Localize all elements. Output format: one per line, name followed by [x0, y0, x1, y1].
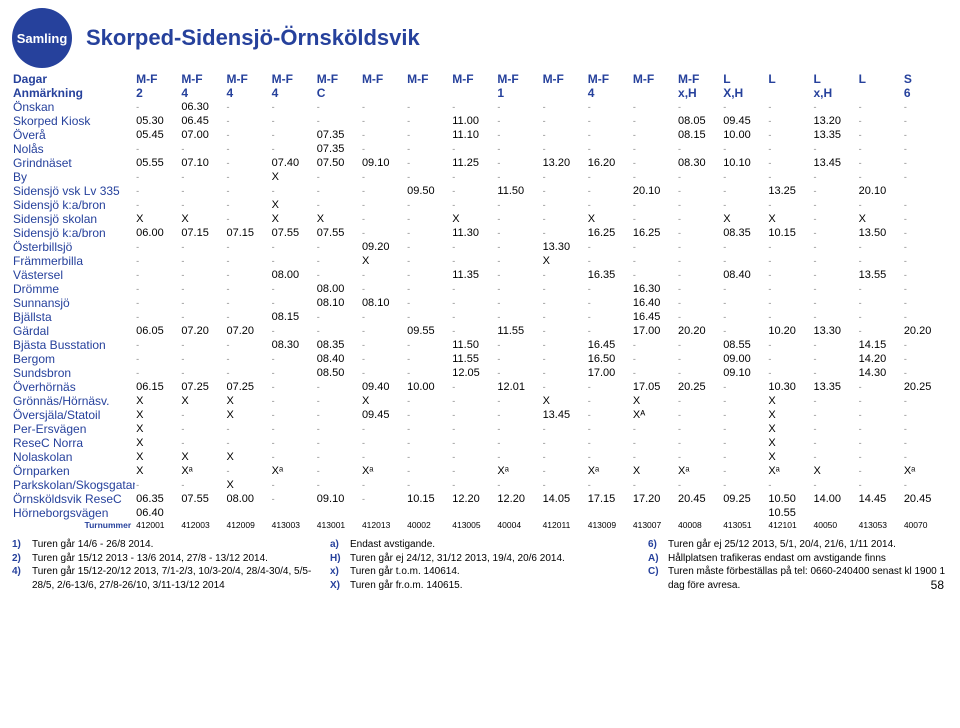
- table-row: Bergom----08.40--11.55--16.50--09.00--14…: [12, 352, 948, 366]
- table-row: Österbillsjö-----09.20---13.30--------: [12, 240, 948, 254]
- footnotes: 1)Turen går 14/6 - 26/8 2014.2)Turen går…: [12, 538, 948, 592]
- header: Samling Skorped-Sidensjö-Örnsköldsvik: [12, 8, 948, 68]
- table-row: Sidensjö k:a/bron---X--------------: [12, 198, 948, 212]
- footnote: A)Hållplatsen trafikeras endast om avsti…: [648, 552, 948, 566]
- table-row: Drömme----08.00------16.30------: [12, 282, 948, 296]
- table-row: Önskan-06.30----------------: [12, 100, 948, 114]
- table-row: Hörneborgsvägen06.4010.55: [12, 506, 948, 520]
- footnote-col-3: 6)Turen går ej 25/12 2013, 5/1, 20/4, 21…: [648, 538, 948, 592]
- table-row: NolaskolanXXX-----------X---: [12, 450, 948, 464]
- footnote: 1)Turen går 14/6 - 26/8 2014.: [12, 538, 312, 552]
- footnote-col-2: a)Endast avstigande.H)Turen går ej 24/12…: [330, 538, 630, 592]
- footnote: x)Turen går t.o.m. 140614.: [330, 565, 630, 579]
- table-row: Västersel---08.00---11.35--16.35--08.40-…: [12, 268, 948, 282]
- footnote: X)Turen går fr.o.m. 140615.: [330, 579, 630, 593]
- table-row: Sidensjö skolanXX-XX--X--X--XX-X-: [12, 212, 948, 226]
- timetable: DagarM-FM-FM-FM-FM-FM-FM-FM-FM-FM-FM-FM-…: [12, 72, 948, 530]
- table-row: ÖrnparkenXXᵃ-Xᵃ-Xᵃ--Xᵃ-XᵃXXᵃ-XᵃX-Xᵃ: [12, 464, 948, 478]
- footnote: 6)Turen går ej 25/12 2013, 5/1, 20/4, 21…: [648, 538, 948, 552]
- table-row: Överå05.4507.00--07.35--11.10----08.1510…: [12, 128, 948, 142]
- footnote: 4)Turen går 15/12-20/12 2013, 7/1-2/3, 1…: [12, 565, 312, 592]
- table-row: Nolås----07.35-------------: [12, 142, 948, 156]
- table-row: Örnsköldsvik ReseC06.3507.5508.00-09.10-…: [12, 492, 948, 506]
- table-row: Sidensjö k:a/bron06.0007.1507.1507.5507.…: [12, 226, 948, 240]
- table-row: Skorped Kiosk05.3006.45-----11.00----08.…: [12, 114, 948, 128]
- table-row: Grönnäs/Hörnäsv.XXX--X---X-X--X---: [12, 394, 948, 408]
- table-row: Gärdal06.0507.2007.20---09.55-11.55--17.…: [12, 324, 948, 338]
- footnote: a)Endast avstigande.: [330, 538, 630, 552]
- table-row: Grindnäset05.5507.10-07.4007.5009.10-11.…: [12, 156, 948, 170]
- footnote: 2)Turen går 15/12 2013 - 13/6 2014, 27/8…: [12, 552, 312, 566]
- table-row: Sidensjö vsk Lv 335------09.50-11.50--20…: [12, 184, 948, 198]
- table-row: Sundsbron----08.50--12.05--17.00--09.10-…: [12, 366, 948, 380]
- table-row: By---X--------------: [12, 170, 948, 184]
- table-row: Per-ErsvägenX-------------X---: [12, 422, 948, 436]
- table-row: Bjästa Busstation---08.3008.35--11.50--1…: [12, 338, 948, 352]
- footnote: H)Turen går ej 24/12, 31/12 2013, 19/4, …: [330, 552, 630, 566]
- table-row: Bjällsta---08.15-------16.45------: [12, 310, 948, 324]
- footnote-col-1: 1)Turen går 14/6 - 26/8 2014.2)Turen går…: [12, 538, 312, 592]
- table-row: Parkskolan/Skogsgatan--X---------------: [12, 478, 948, 492]
- table-row: Sunnansjö----08.1008.10-----16.40------: [12, 296, 948, 310]
- samling-badge: Samling: [12, 8, 72, 68]
- table-row: Översjäla/StatoilX-X--09.45---13.45-Xᴬ--…: [12, 408, 948, 422]
- table-row: Främmerbilla-----X---X--------: [12, 254, 948, 268]
- table-row: ReseC NorraX-------------X---: [12, 436, 948, 450]
- footnote: C)Turen måste förbeställas på tel: 0660-…: [648, 565, 948, 592]
- table-row: Överhörnäs06.1507.2507.25--09.4010.00-12…: [12, 380, 948, 394]
- route-title: Skorped-Sidensjö-Örnsköldsvik: [86, 25, 420, 51]
